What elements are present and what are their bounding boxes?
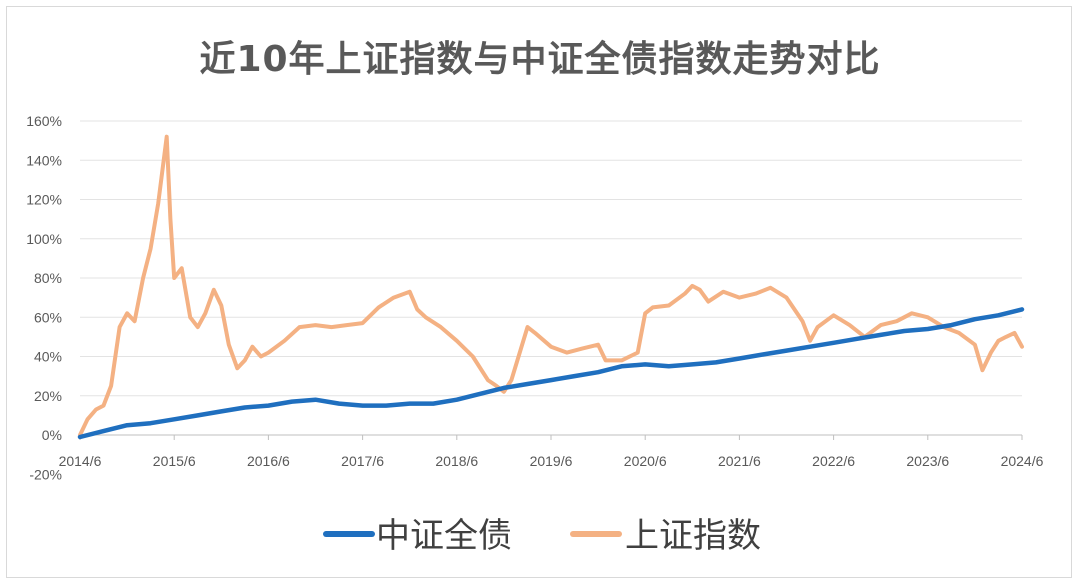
series-lines [77,134,1025,440]
y-tick-label: 20% [34,388,62,404]
x-tick-label: 2014/6 [59,453,102,469]
x-tick-label: 2018/6 [435,453,478,469]
series-line-0 [77,307,1025,440]
y-tick-label: 60% [34,309,62,325]
x-tick-label: 2019/6 [530,453,573,469]
chart-title: 近10年上证指数与中证全债指数走势对比 [199,39,881,80]
x-tick-label: 2020/6 [624,453,667,469]
y-tick-label: 80% [34,270,62,286]
y-tick-label: 160% [26,113,62,129]
x-tick-label: 2017/6 [341,453,384,469]
x-tick-label: 2024/6 [1001,453,1044,469]
chart-frame [6,6,1072,578]
y-tick-label: 40% [34,349,62,365]
x-axis-ticks: 2014/6 2015/6 2016/6 2017/6 2018/6 2019/6 2020… [59,435,1044,469]
y-axis-ticks: 160% 140% 120% 100% 80% 60% 40% 20% 0% -20% [26,113,62,482]
legend-label: 上证指数 [625,516,761,556]
x-tick-label: 2016/6 [247,453,290,469]
x-tick-label: 2015/6 [153,453,196,469]
series-line-1 [78,134,1024,437]
x-tick-label: 2023/6 [906,453,949,469]
x-tick-label: 2022/6 [812,453,855,469]
y-tick-label: -20% [29,466,62,482]
gridlines [80,120,1022,436]
y-tick-label: 120% [26,192,62,208]
x-tick-label: 2021/6 [718,453,761,469]
legend-label: 中证全债 [376,516,512,556]
y-tick-label: 0% [42,427,62,443]
legend: 中证全债 上证指数 [323,516,761,556]
y-tick-label: 140% [26,152,62,168]
y-tick-label: 100% [26,231,62,247]
